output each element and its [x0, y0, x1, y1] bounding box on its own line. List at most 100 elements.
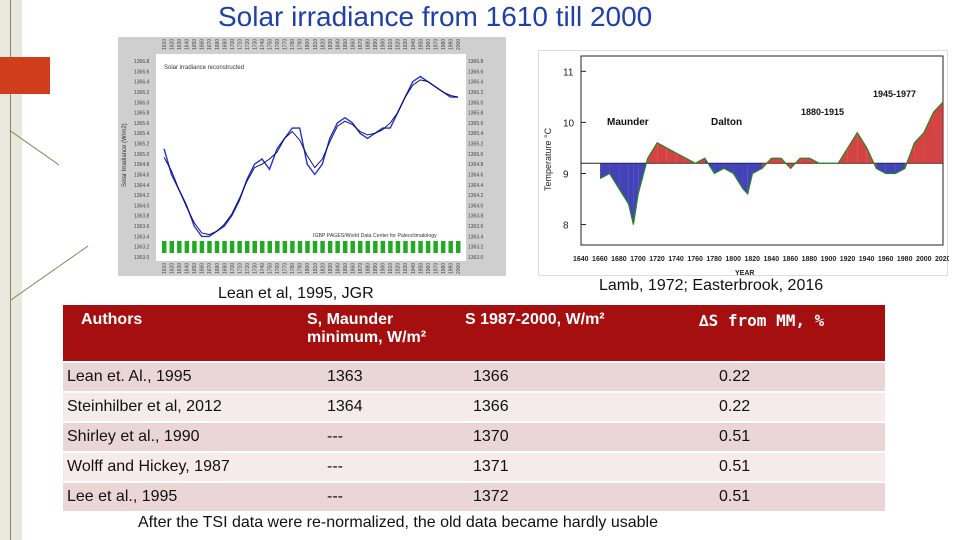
header-authors: Authors [63, 305, 303, 362]
cell-maunder: 1364 [303, 391, 461, 422]
x-tick-label-top: 1950 [418, 39, 424, 50]
x-tick-label-top: 1720 [245, 39, 251, 50]
y-tick-label-right: 1366.8 [468, 59, 484, 65]
slide-red-tab [0, 57, 50, 94]
x-tick-label: 1780 [706, 256, 722, 263]
cold-period-fill [752, 163, 762, 174]
x-tick-label-top: 1880 [366, 39, 372, 50]
warm-period-fill [771, 158, 782, 164]
y-tick-label-right: 1363.0 [468, 255, 484, 261]
x-tick-label-bottom: 1790 [298, 263, 304, 274]
y-tick-label-right: 1365.8 [468, 111, 484, 117]
y-tick-label-right: 1365.2 [468, 142, 484, 148]
warm-period-fill [923, 112, 934, 164]
x-tick-label-top: 1980 [441, 39, 447, 50]
cycle-bar [214, 241, 220, 253]
x-tick-label-top: 1970 [433, 39, 439, 50]
y-tick-label-left: 1365.8 [134, 111, 150, 117]
cold-period-fill [723, 163, 734, 174]
cycle-bar [312, 241, 318, 253]
x-tick-label-top: 1710 [237, 39, 243, 50]
x-tick-label-bottom: 1820 [320, 263, 326, 274]
y-tick-label-right: 1363.4 [468, 234, 484, 240]
x-tick-label: 1920 [840, 256, 856, 263]
x-tick-label-top: 1810 [313, 39, 319, 50]
cycle-bar [267, 241, 273, 253]
x-tick-label: 1720 [649, 256, 665, 263]
y-tick-label-left: 1366.8 [134, 59, 150, 65]
x-tick-label-bottom: 1610 [162, 263, 168, 274]
header-delta-s: ∆S from MM, % [695, 305, 885, 362]
x-tick-label-bottom: 1870 [358, 263, 364, 274]
y-tick-label-left: 1363.6 [134, 224, 150, 230]
x-tick-label-top: 1750 [268, 39, 274, 50]
x-tick-label-bottom: 1660 [200, 263, 206, 274]
x-tick-label-top: 1790 [298, 39, 304, 50]
y-tick-label-left: 1364.4 [134, 183, 150, 189]
x-tick-label-bottom: 1850 [343, 263, 349, 274]
cold-period-fill [733, 163, 743, 189]
cycle-bar [192, 241, 197, 253]
x-tick-label-top: 1670 [207, 39, 213, 50]
x-tick-label-top: 1830 [328, 39, 334, 50]
cycle-bar [260, 241, 265, 253]
x-tick-label-bottom: 1760 [275, 263, 281, 274]
cycle-bar [184, 241, 190, 253]
cell-maunder: --- [303, 451, 461, 482]
footer-note: After the TSI data were re-normalized, t… [138, 514, 658, 531]
x-tick-label-bottom: 1630 [177, 263, 183, 274]
x-tick-label: 1680 [611, 256, 627, 263]
irradiance-comparison-table: Authors S, Maunder minimum, W/m² S 1987-… [63, 305, 885, 511]
cold-period-fill [609, 163, 620, 189]
cell-recent: 1366 [461, 391, 695, 422]
x-tick-label-top: 1890 [373, 39, 379, 50]
cold-period-fill [619, 163, 629, 205]
cell-maunder: --- [303, 421, 461, 452]
cycle-bar [365, 241, 371, 253]
x-tick-label-bottom: 1640 [185, 263, 191, 274]
cold-period-fill [633, 163, 639, 225]
y-tick-label-left: 1366.2 [134, 90, 150, 96]
cycle-bar [410, 241, 416, 253]
warm-period-fill [666, 147, 677, 164]
x-tick-label-bottom: 1810 [313, 263, 319, 274]
x-tick-label: 2020 [935, 256, 949, 263]
cycle-bar [290, 241, 295, 253]
warm-period-fill [657, 142, 667, 164]
right-chart-xlabel: YEAR [735, 270, 754, 277]
x-tick-label-bottom: 1800 [305, 263, 311, 274]
cold-period-fill [600, 163, 610, 179]
cell-author: Lee et al., 1995 [63, 481, 303, 511]
warm-period-fill [676, 153, 686, 164]
x-tick-label-bottom: 1960 [426, 263, 432, 274]
x-tick-label: 1740 [668, 256, 684, 263]
cycle-bar [229, 241, 235, 253]
cycle-bar [305, 241, 310, 253]
cycle-bar [162, 241, 167, 253]
warm-period-fill [933, 101, 943, 164]
x-tick-label-top: 1620 [170, 39, 176, 50]
x-tick-label-top: 1640 [185, 39, 191, 50]
warm-period-fill [800, 158, 810, 164]
y-tick-label-left: 1365.2 [134, 142, 150, 148]
y-tick-label-right: 1366.4 [468, 80, 484, 86]
x-tick-label-top: 2000 [456, 39, 462, 50]
x-tick-label-top: 1910 [388, 39, 394, 50]
cycle-bar [342, 241, 348, 253]
y-tick-label-left: 1366.0 [134, 100, 150, 106]
x-tick-label: 1880 [802, 256, 818, 263]
y-tick-label-left: 1366.6 [134, 69, 150, 75]
x-tick-label-bottom: 1620 [170, 263, 176, 274]
y-tick-label-right: 1365.0 [468, 152, 484, 158]
y-tick-label-left: 1363.4 [134, 234, 150, 240]
slide-title: Solar irradiance from 1610 till 2000 [218, 1, 653, 32]
x-tick-label-bottom: 1700 [230, 263, 236, 274]
x-tick-label-bottom: 1780 [290, 263, 296, 274]
y-tick-label-right: 1363.6 [468, 224, 484, 230]
y-tick-label-right: 1363.2 [468, 245, 484, 251]
x-tick-label: 1960 [878, 256, 894, 263]
y-tick-label-right: 1366.0 [468, 100, 484, 106]
x-tick-label-top: 1660 [200, 39, 206, 50]
cell-recent: 1366 [461, 361, 695, 392]
cycle-bar [297, 241, 303, 253]
